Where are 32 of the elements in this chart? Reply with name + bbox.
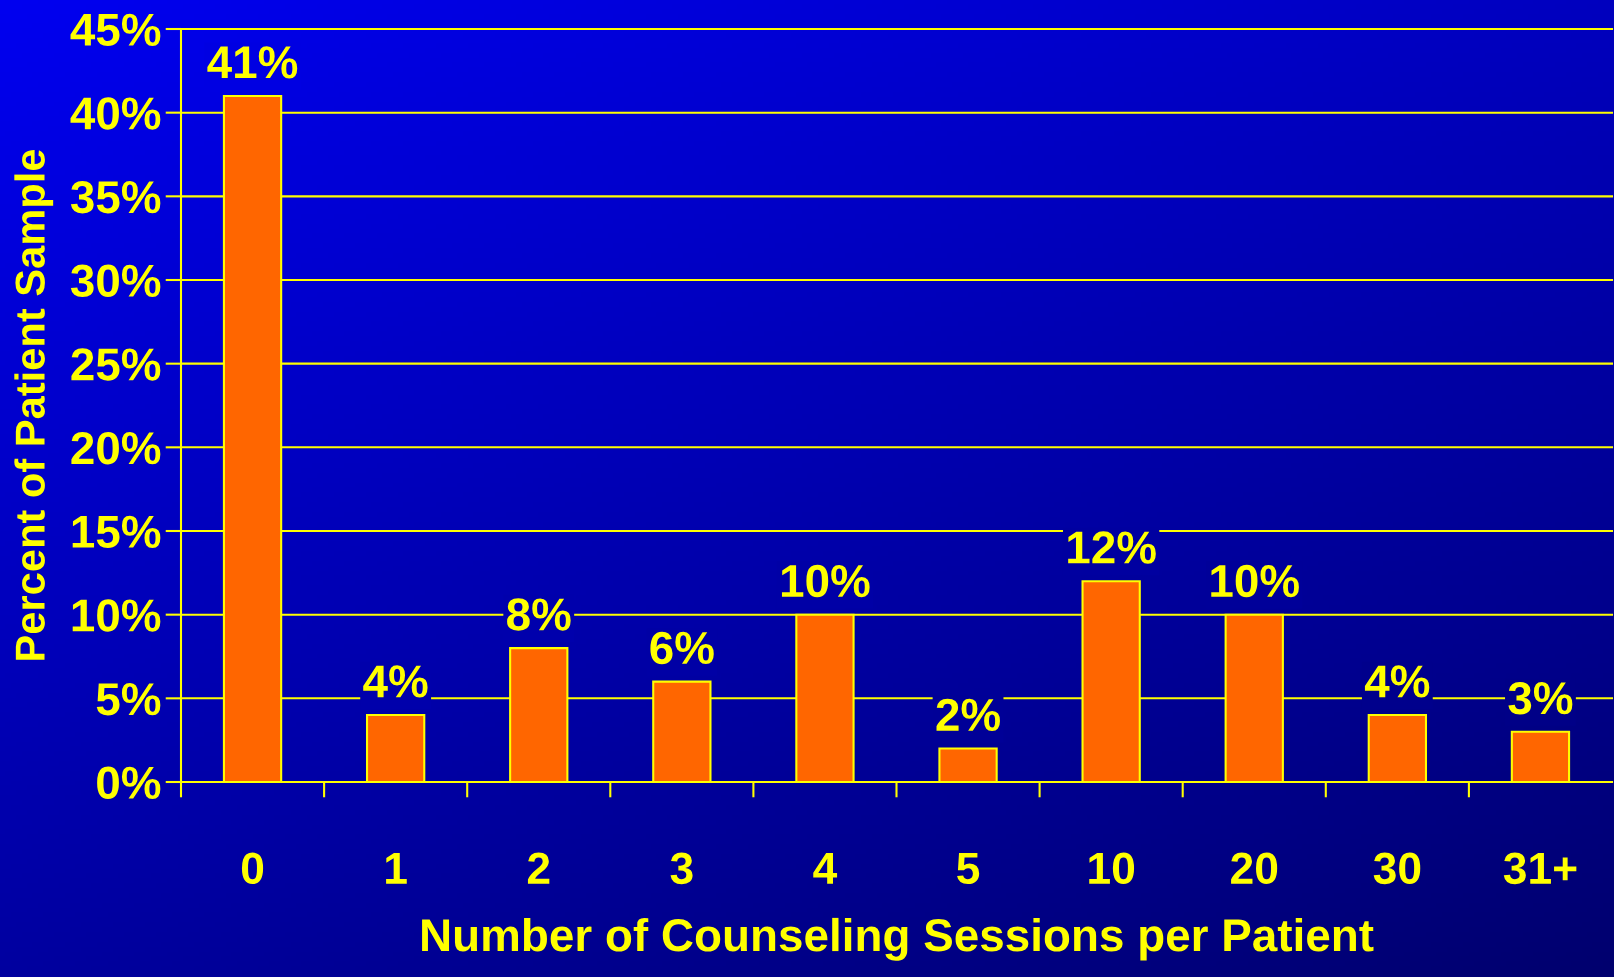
y-tick-label: 0%: [97, 766, 161, 800]
x-tick-label: 1: [386, 853, 407, 884]
y-tick-label: 45%: [70, 13, 161, 47]
x-tick-label: 10: [1089, 852, 1135, 885]
data-label: 3%: [1508, 681, 1573, 715]
data-label: 2%: [936, 698, 1000, 732]
data-label: 4%: [1364, 665, 1430, 698]
y-axis-title: Percent of Patient Sample: [14, 149, 54, 660]
data-label: 41%: [207, 46, 298, 79]
x-tick-label: 3: [670, 852, 693, 885]
y-tick-label: 10%: [72, 599, 161, 632]
y-tick-label: 15%: [72, 515, 161, 549]
y-tick-label: 30%: [70, 264, 161, 298]
x-axis-title: Number of Counseling Sessions per Patient: [422, 917, 1374, 961]
data-label: 4%: [363, 665, 428, 698]
data-label: 6%: [650, 631, 714, 665]
x-tick-label: 30: [1373, 852, 1421, 885]
y-tick-label: 35%: [70, 180, 161, 214]
x-tick-label: 2: [527, 852, 550, 884]
x-tick-label: 20: [1231, 852, 1278, 885]
y-tick-label: 5%: [96, 683, 161, 716]
y-tick-label: 20%: [71, 431, 161, 465]
x-tick-label: 4: [813, 853, 838, 884]
y-tick-label: 25%: [71, 348, 161, 381]
x-tick-label: 31+: [1503, 852, 1577, 885]
data-label: 8%: [507, 598, 571, 631]
data-label: 10%: [1211, 564, 1299, 598]
data-label: 12%: [1068, 531, 1156, 564]
data-label: 10%: [781, 564, 870, 598]
y-tick-label: 40%: [70, 97, 161, 130]
x-tick-label: 0: [241, 852, 264, 885]
x-tick-label: 5: [957, 853, 980, 885]
